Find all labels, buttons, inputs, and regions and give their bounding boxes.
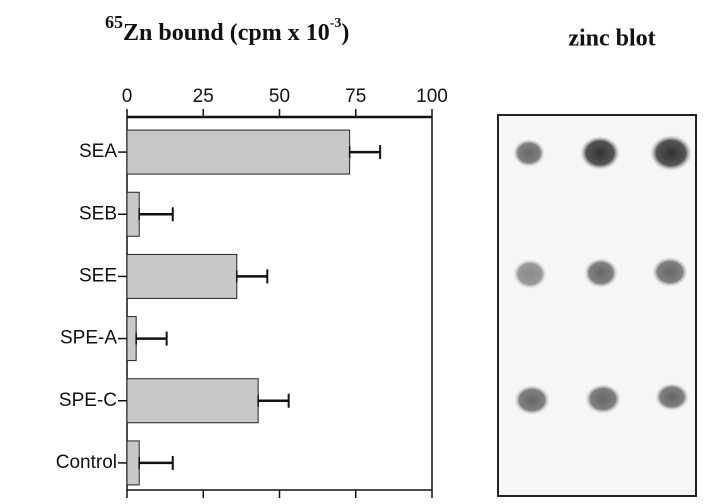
blot-spot [584,258,618,288]
blot-spot [513,139,545,167]
blot-spot [652,257,688,287]
x-tick-label: 0 [122,86,133,107]
bar [126,378,259,424]
x-tick-label: 50 [269,86,290,107]
x-tick-label: 100 [416,86,448,107]
blot-spot [650,135,692,171]
chart-title: 65Zn bound (cpm x 10-3) [105,12,349,45]
bar [126,253,238,299]
title-exponent: -3 [330,16,342,31]
y-tick-label: SPE-A [60,328,117,349]
bar [126,129,351,175]
error-bar [138,207,174,222]
blot-panel [497,114,697,497]
y-tick-label: SEE [79,265,117,286]
blot-spot [514,385,550,415]
x-tick-label: 75 [345,86,366,107]
y-tick-label: SEB [79,203,117,224]
bar [126,440,140,486]
error-bar [135,331,168,346]
x-tick-label: 25 [193,86,214,107]
title-prefix: 65 [105,12,123,32]
y-tick-label: SPE-C [59,390,117,411]
bar [126,191,140,237]
blot-spot [580,136,620,170]
error-bar [138,455,174,470]
blot-frame [497,114,697,497]
panel-title: zinc blot [568,26,655,52]
y-tick-label: Control [56,452,117,473]
bar [126,316,137,362]
title-suffix: ) [341,20,349,46]
error-bar [348,145,382,160]
blot-spot [513,259,547,289]
error-bar [236,269,269,284]
title-main: Zn bound (cpm x 10 [123,20,330,46]
error-bar [257,393,290,408]
blot-spot [655,383,689,411]
blot-spot [585,384,621,414]
y-tick-label: SEA [79,141,117,162]
